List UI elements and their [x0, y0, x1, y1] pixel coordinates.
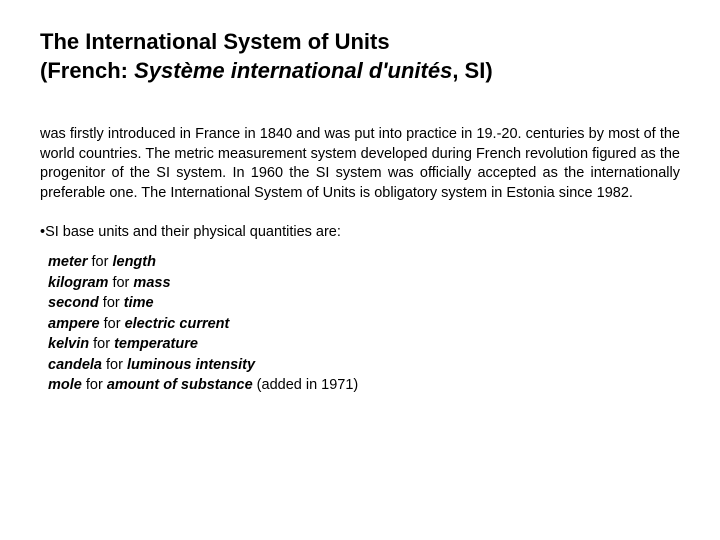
list-item: kilogram for mass — [48, 274, 680, 294]
quantity-name: temperature — [114, 336, 198, 352]
intro-text: SI base units and their physical quantit… — [45, 224, 341, 240]
list-item: kelvin for temperature — [48, 335, 680, 355]
for-word: for — [100, 316, 125, 332]
unit-name: kilogram — [48, 275, 108, 291]
list-intro: •SI base units and their physical quanti… — [40, 223, 680, 243]
unit-name: mole — [48, 377, 82, 393]
for-word: for — [89, 336, 114, 352]
for-word: for — [88, 254, 113, 270]
for-word: for — [108, 275, 133, 291]
title-line1: The International System of Units — [40, 29, 390, 54]
unit-name: meter — [48, 254, 88, 270]
title-line2-suffix: , SI) — [452, 58, 492, 83]
quantity-name: luminous intensity — [127, 357, 255, 373]
quantity-name: length — [112, 254, 156, 270]
unit-suffix: (added in 1971) — [253, 377, 359, 393]
list-item: candela for luminous intensity — [48, 356, 680, 376]
unit-name: kelvin — [48, 336, 89, 352]
units-list: meter for lengthkilogram for masssecond … — [40, 253, 680, 396]
unit-name: second — [48, 295, 99, 311]
for-word: for — [102, 357, 127, 373]
title-line2-prefix: (French: — [40, 58, 134, 83]
for-word: for — [99, 295, 124, 311]
unit-name: ampere — [48, 316, 100, 332]
quantity-name: amount of substance — [107, 377, 253, 393]
title-line2-italic: Système international d'unités — [134, 58, 452, 83]
list-item: ampere for electric current — [48, 315, 680, 335]
slide-title: The International System of Units (Frenc… — [40, 28, 680, 85]
unit-name: candela — [48, 357, 102, 373]
list-item: meter for length — [48, 253, 680, 273]
quantity-name: mass — [133, 275, 170, 291]
body-paragraph: was firstly introduced in France in 1840… — [40, 125, 680, 203]
list-item: second for time — [48, 294, 680, 314]
quantity-name: electric current — [125, 316, 230, 332]
quantity-name: time — [124, 295, 154, 311]
for-word: for — [82, 377, 107, 393]
list-item: mole for amount of substance (added in 1… — [48, 376, 680, 396]
